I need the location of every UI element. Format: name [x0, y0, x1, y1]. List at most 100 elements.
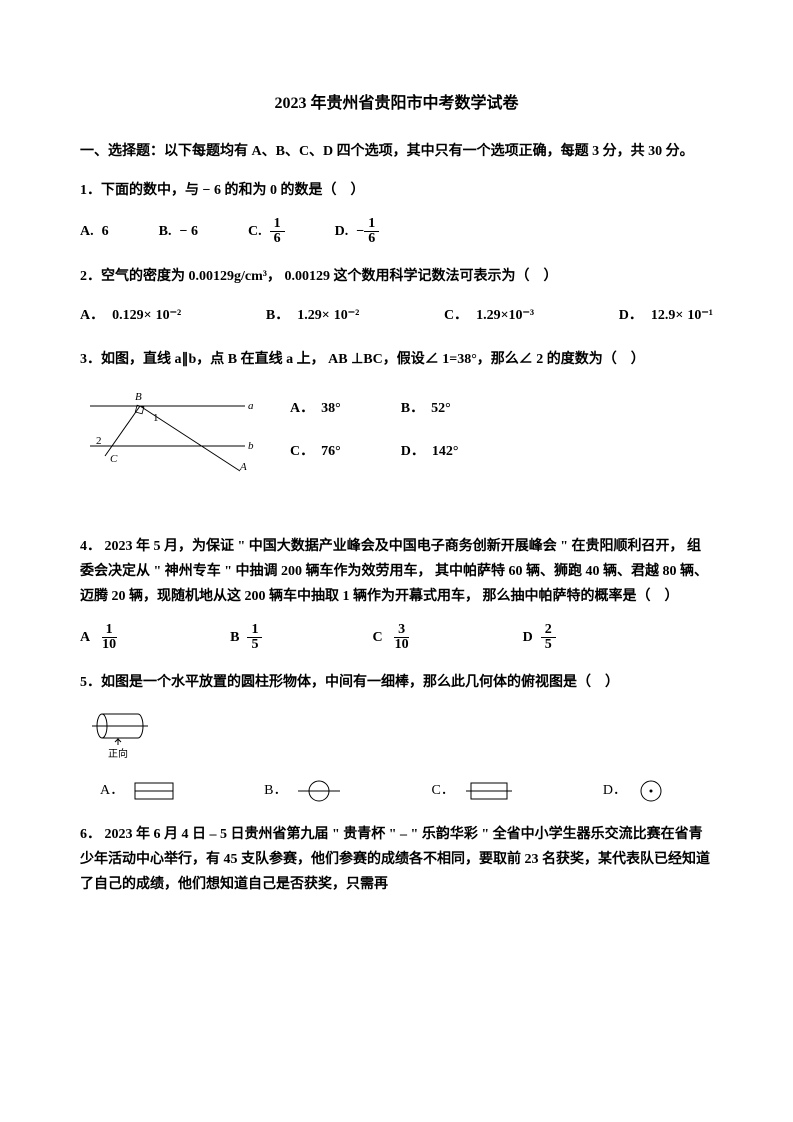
q3-d-val: 142°	[432, 444, 459, 459]
q4-b-num: 1	[247, 623, 262, 638]
opt-label-a: A.	[80, 219, 94, 244]
q3-opt-c: C． 76°	[290, 439, 341, 464]
q4-b-den: 5	[247, 638, 262, 652]
q1-d-num: 1	[364, 217, 379, 232]
q2-options: A． 0.129× 10⁻² B． 1.29× 10⁻² C． 1.29×10⁻…	[80, 303, 713, 328]
q4-d-num: 2	[541, 623, 556, 638]
q4-c-num: 3	[394, 623, 409, 638]
q3-diagram: B a b 1 2 C A	[80, 386, 260, 476]
q3-label-b: b	[248, 440, 254, 452]
q4-b-frac: 1 5	[247, 623, 262, 652]
q5-figure: 正向	[90, 709, 713, 764]
q3-a-val: 38°	[321, 401, 341, 416]
q2-b-val: 1.29×	[297, 303, 329, 328]
q5-opt-c: C．	[431, 778, 512, 803]
q2-stem: 2．空气的密度为 0.00129g/cm³， 0.00129 这个数用科学记数法…	[80, 264, 713, 289]
opt-label-a: A	[80, 625, 90, 650]
spacer	[80, 494, 713, 534]
section-1-header: 一、选择题：以下每题均有 A、B、C、D 四个选项，其中只有一个选项正确，每题 …	[80, 139, 713, 164]
q5-a-shape	[134, 779, 174, 803]
q4-a-den: 10	[98, 638, 120, 652]
q2-c-val: 1.29×10⁻³	[476, 303, 534, 328]
q1-b-val: − 6	[179, 219, 197, 244]
opt-label-a: A．	[100, 778, 124, 803]
page-title: 2023 年贵州省贵阳市中考数学试卷	[80, 90, 713, 119]
q2-a-exp: 10⁻²	[156, 303, 182, 328]
q5-b-shape	[297, 779, 341, 803]
q1-c-frac: 1 6	[270, 217, 285, 246]
q1-options: A. 6 B. − 6 C. 1 6 D. − 1 6	[80, 217, 713, 246]
q3-label-B: B	[135, 391, 142, 403]
q1-stem: 1．下面的数中，与 − 6 的和为 0 的数是（ ）	[80, 178, 713, 203]
q4-opt-a: A 1 10	[80, 623, 120, 652]
opt-label-d: D．	[619, 303, 643, 328]
q3-label-1: 1	[153, 412, 159, 424]
q5-stem: 5．如图是一个水平放置的圆柱形物体，中间有一细棒，那么此几何体的俯视图是（ ）	[80, 670, 713, 695]
q3-options: A． 38° B． 52° C． 76° D． 142°	[290, 386, 458, 464]
q3-label-2: 2	[96, 435, 102, 447]
q2-d-val: 12.9×	[651, 303, 683, 328]
opt-label-b: B	[230, 625, 239, 650]
opt-label-b: B.	[159, 219, 172, 244]
q4-a-num: 1	[102, 623, 117, 638]
q4-opt-d: D 2 5	[523, 623, 556, 652]
q1-d-den: 6	[364, 232, 379, 246]
q4-options: A 1 10 B 1 5 C 3 10 D 2 5	[80, 623, 713, 652]
q5-arrow-label: 正向	[108, 747, 128, 760]
q4-a-frac: 1 10	[98, 623, 120, 652]
q5-d-shape	[637, 779, 665, 803]
q1-d-frac: 1 6	[364, 217, 379, 246]
opt-label-d: D.	[335, 219, 349, 244]
opt-label-d: D．	[603, 778, 627, 803]
opt-label-c: C．	[431, 778, 454, 803]
q5-c-shape	[465, 779, 513, 803]
opt-label-b: B．	[264, 778, 287, 803]
q3-c-val: 76°	[321, 444, 341, 459]
q4-c-frac: 3 10	[391, 623, 413, 652]
q2-d-exp: 10⁻¹	[687, 303, 713, 328]
q3-opt-d: D． 142°	[401, 439, 459, 464]
opt-label-c: C.	[248, 219, 262, 244]
q1-a-val: 6	[102, 219, 109, 244]
q6-stem: 6． 2023 年 6 月 4 日 – 5 日贵州省第九届 " 贵青杯 " – …	[80, 822, 713, 898]
q1-opt-c: C. 1 6	[248, 217, 285, 246]
q1-opt-d: D. − 1 6	[335, 217, 380, 246]
q2-opt-d: D． 12.9× 10⁻¹	[619, 303, 713, 328]
q5-opt-a: A．	[100, 778, 174, 803]
q1-c-den: 6	[270, 232, 285, 246]
q1-opt-b: B. − 6	[159, 219, 198, 244]
q4-c-den: 10	[391, 638, 413, 652]
q3-block: B a b 1 2 C A A． 38° B． 52° C． 76° D． 14…	[80, 386, 713, 476]
opt-label-d: D．	[401, 444, 418, 459]
q4-d-den: 5	[541, 638, 556, 652]
opt-label-b: B．	[401, 401, 417, 416]
q1-opt-a: A. 6	[80, 219, 109, 244]
q3-b-val: 52°	[431, 401, 451, 416]
cylinder-icon: 正向	[90, 709, 160, 764]
opt-label-a: A．	[290, 401, 307, 416]
opt-label-c: C．	[444, 303, 468, 328]
q1-d-prefix: −	[356, 219, 364, 244]
opt-label-d: D	[523, 625, 533, 650]
q5-opt-b: B．	[264, 778, 341, 803]
q3-opt-a: A． 38°	[290, 396, 341, 421]
q4-d-frac: 2 5	[541, 623, 556, 652]
q1-c-num: 1	[270, 217, 285, 232]
q5-options: A． B． C． D．	[100, 778, 713, 803]
q2-opt-a: A． 0.129× 10⁻²	[80, 303, 181, 328]
q4-opt-c: C 3 10	[372, 623, 412, 652]
q2-b-exp: 10⁻²	[334, 303, 360, 328]
opt-label-b: B．	[266, 303, 289, 328]
opt-label-c: C．	[290, 444, 307, 459]
q2-opt-c: C． 1.29×10⁻³	[444, 303, 534, 328]
q2-opt-b: B． 1.29× 10⁻²	[266, 303, 359, 328]
q2-a-val: 0.129×	[112, 303, 151, 328]
q3-opt-b: B． 52°	[401, 396, 459, 421]
opt-label-a: A．	[80, 303, 104, 328]
opt-label-c: C	[372, 625, 382, 650]
q3-label-a: a	[248, 400, 254, 412]
q5-opt-d: D．	[603, 778, 665, 803]
q4-opt-b: B 1 5	[230, 623, 262, 652]
q3-label-A: A	[239, 461, 247, 473]
q3-label-C: C	[110, 453, 118, 465]
